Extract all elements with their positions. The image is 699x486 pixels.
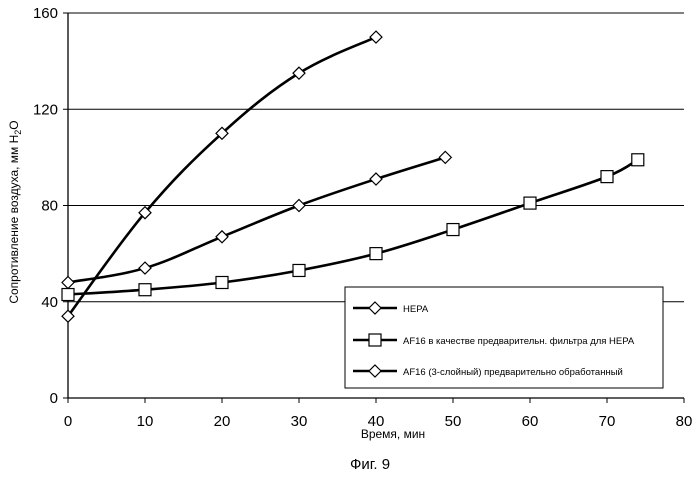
x-tick-label: 30: [291, 413, 308, 430]
x-tick-label: 20: [214, 413, 231, 430]
y-tick-label: 120: [33, 101, 58, 118]
x-tick-label: 60: [522, 413, 539, 430]
data-point: [216, 277, 228, 289]
series-2: [62, 154, 644, 301]
data-point: [370, 173, 382, 185]
series-lines: [62, 31, 644, 322]
x-tick-label: 10: [137, 413, 154, 430]
data-point: [139, 262, 151, 274]
data-point: [601, 171, 613, 183]
data-point: [370, 248, 382, 260]
y-tick-label: 0: [50, 390, 58, 407]
data-point: [216, 231, 228, 243]
x-tick-label: 0: [64, 413, 72, 430]
series-line: [68, 160, 638, 295]
legend-marker: [369, 334, 381, 346]
data-point: [524, 197, 536, 209]
y-tick-label: 160: [33, 5, 58, 22]
series-3: [62, 151, 451, 288]
data-point: [139, 284, 151, 296]
legend-label: AF16 (3-слойный) предварительно обработа…: [403, 367, 623, 378]
data-point: [293, 264, 305, 276]
legend-label: AF16 в качестве предварительн. фильтра д…: [403, 336, 635, 347]
data-point: [632, 154, 644, 166]
x-axis-title: Время, мин: [361, 427, 425, 441]
x-tick-label: 70: [599, 413, 616, 430]
data-point: [447, 224, 459, 236]
y-tick-label: 80: [41, 198, 58, 215]
x-tick-label: 50: [445, 413, 462, 430]
legend: HEPA AF16 в качестве предварительн. фильт…: [345, 287, 663, 388]
figure-caption: Фиг. 9: [350, 456, 390, 473]
y-axis-title-main: Сопротивление воздуха, мм H: [7, 135, 21, 304]
data-point: [62, 277, 74, 289]
x-tick-label: 80: [676, 413, 693, 430]
y-axis-title-tail: O: [7, 120, 21, 129]
series-line: [68, 157, 445, 282]
data-point: [62, 289, 74, 301]
legend-label: HEPA: [403, 304, 429, 315]
y-axis-title: Сопротивление воздуха, мм H2O: [7, 120, 23, 303]
data-point: [293, 200, 305, 212]
y-tick-label: 40: [41, 294, 58, 311]
data-point: [439, 151, 451, 163]
data-point: [370, 31, 382, 43]
